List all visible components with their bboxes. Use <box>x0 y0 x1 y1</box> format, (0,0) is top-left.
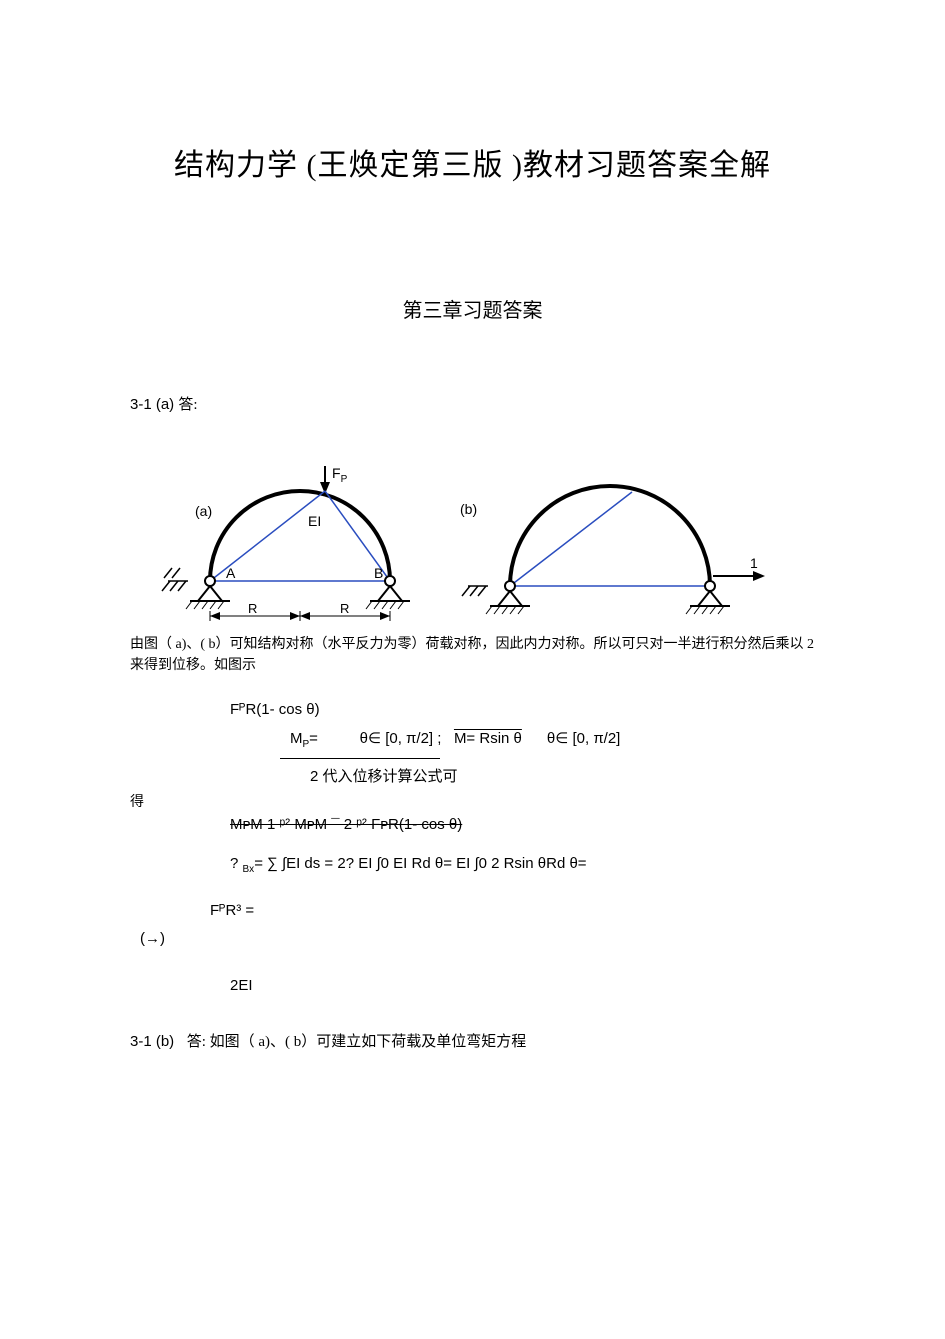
diagram-b-label: (b) <box>460 501 477 517</box>
page-title: 结构力学 (王焕定第三版 )教材习题答案全解 <box>130 140 815 184</box>
diagram-b: (b) <box>450 426 780 626</box>
diagram-row: (a) FP EI A B <box>130 426 815 626</box>
math-line-8: 2EI <box>230 972 815 1001</box>
math-line-5: ? Bx= ∑ ∫EI ds = 2? EI ∫0 EI Rd θ= EI ∫0… <box>230 850 815 879</box>
problem-2-num: 3-1 (b) <box>130 1033 174 1050</box>
problem-1-label: 3-1 (a) 答: <box>130 393 815 414</box>
problem-1-explanation: 由图（ a)、( b）可知结构对称（水平反力为零）荷载对称，因此内力对称。所以可… <box>130 634 815 676</box>
math-line-4: MᴘM 1 ᵖ² MᴘM ¯ 2 ᵖ² FᴘR(1- cos θ) <box>230 811 815 840</box>
point-a: A <box>226 565 236 581</box>
math-block: FᴾR(1- cos θ) MP= θ∈ [0, π/2] ; M= Rsin … <box>230 696 815 791</box>
problem-1-ans: 答: <box>178 397 197 413</box>
chapter-heading: 第三章习题答案 <box>130 294 815 323</box>
dim-r2: R <box>340 601 349 616</box>
math-block-2: MᴘM 1 ᵖ² MᴘM ¯ 2 ᵖ² FᴘR(1- cos θ) ? Bx= … <box>230 811 815 1000</box>
problem-2-text: 答: 如图（ a)、( b）可建立如下荷载及单位弯矩方程 <box>187 1034 527 1050</box>
diagram-a-label: (a) <box>195 503 212 519</box>
unit-load-label: 1 <box>750 555 758 571</box>
diagram-a: (a) FP EI A B <box>130 426 430 626</box>
problem-2-label: 3-1 (b) 答: 如图（ a)、( b）可建立如下荷载及单位弯矩方程 <box>130 1030 815 1051</box>
problem-1-num: 3-1 (a) <box>130 396 174 413</box>
de-label: 得 <box>130 791 815 811</box>
point-b: B <box>374 565 383 581</box>
math-line-6: FᴾR³ = <box>210 897 815 926</box>
ei-label: EI <box>308 513 321 529</box>
math-line-3: 2 代入位移计算公式可 <box>310 763 815 792</box>
math-line-2: MP= θ∈ [0, π/2] ; M= Rsin θ θ∈ [0, π/2] <box>290 725 815 754</box>
math-line-1: FᴾR(1- cos θ) <box>230 696 815 725</box>
dim-r1: R <box>248 601 257 616</box>
math-divider <box>280 758 440 759</box>
math-line-7: (→) <box>140 925 815 954</box>
force-label: FP <box>332 465 348 485</box>
